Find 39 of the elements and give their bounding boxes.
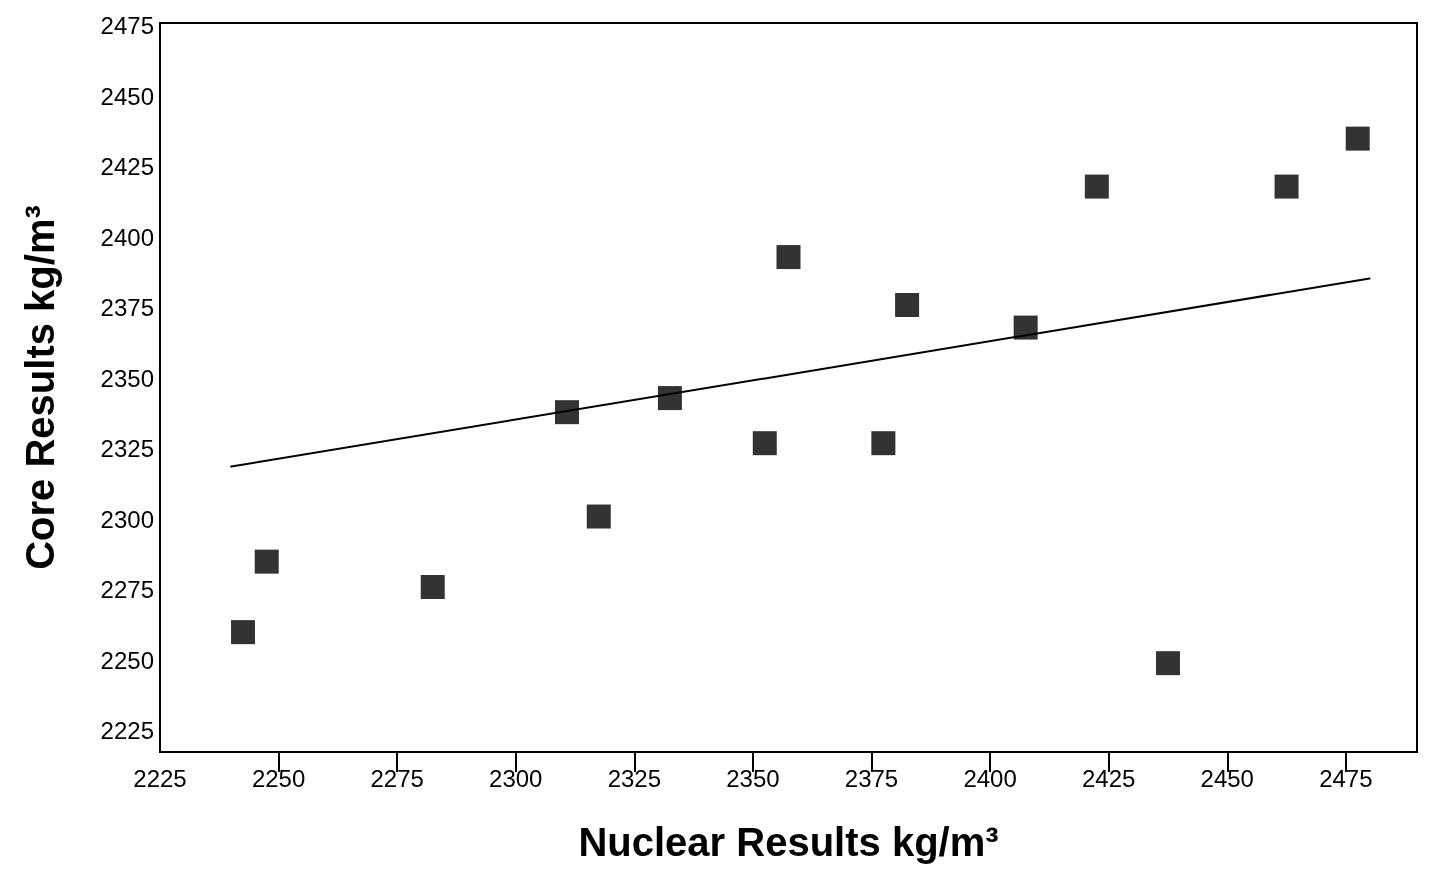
- point: [1345, 126, 1370, 151]
- point: [254, 549, 279, 574]
- x-tick-label: 2250: [251, 764, 306, 792]
- point: [1155, 651, 1180, 676]
- x-tick-label: 2300: [489, 764, 543, 792]
- y-tick-label: 2375: [100, 294, 154, 322]
- y-axis-title: Core Results kg/m³: [18, 205, 62, 570]
- x-tick-label: 2375: [844, 764, 899, 792]
- point: [657, 386, 682, 411]
- x-tick-label: 2225: [133, 764, 187, 792]
- y-tick-label: 2225: [100, 717, 154, 745]
- x-tick-label: 2350: [726, 764, 780, 792]
- y-tick-label: 2250: [100, 646, 154, 674]
- point: [554, 400, 579, 425]
- x-tick-label: 2450: [1200, 764, 1254, 792]
- point: [776, 245, 801, 270]
- y-tick-label: 2275: [100, 576, 154, 604]
- point: [586, 504, 611, 529]
- point: [895, 293, 920, 318]
- x-tick-label: 2325: [607, 764, 662, 792]
- point: [420, 575, 445, 600]
- y-tick-label: 2300: [100, 505, 154, 533]
- y-tick-label: 2425: [100, 153, 154, 181]
- y-tick-label: 2325: [100, 435, 154, 463]
- y-tick-label: 2475: [100, 12, 154, 40]
- x-tick-label: 2475: [1319, 764, 1373, 792]
- point: [1084, 174, 1109, 199]
- x-axis-title: Nuclear Results kg/m³: [578, 820, 999, 864]
- x-tick-label: 2425: [1081, 764, 1136, 792]
- point: [1013, 315, 1038, 340]
- point: [871, 431, 896, 456]
- y-tick-label: 2350: [100, 364, 154, 392]
- point: [231, 620, 256, 645]
- y-tick-label: 2450: [100, 82, 154, 110]
- point: [1274, 174, 1299, 199]
- x-tick-label: 2400: [963, 764, 1017, 792]
- point: [752, 431, 777, 456]
- x-tick-label: 2275: [370, 764, 424, 792]
- y-tick-label: 2400: [100, 223, 154, 251]
